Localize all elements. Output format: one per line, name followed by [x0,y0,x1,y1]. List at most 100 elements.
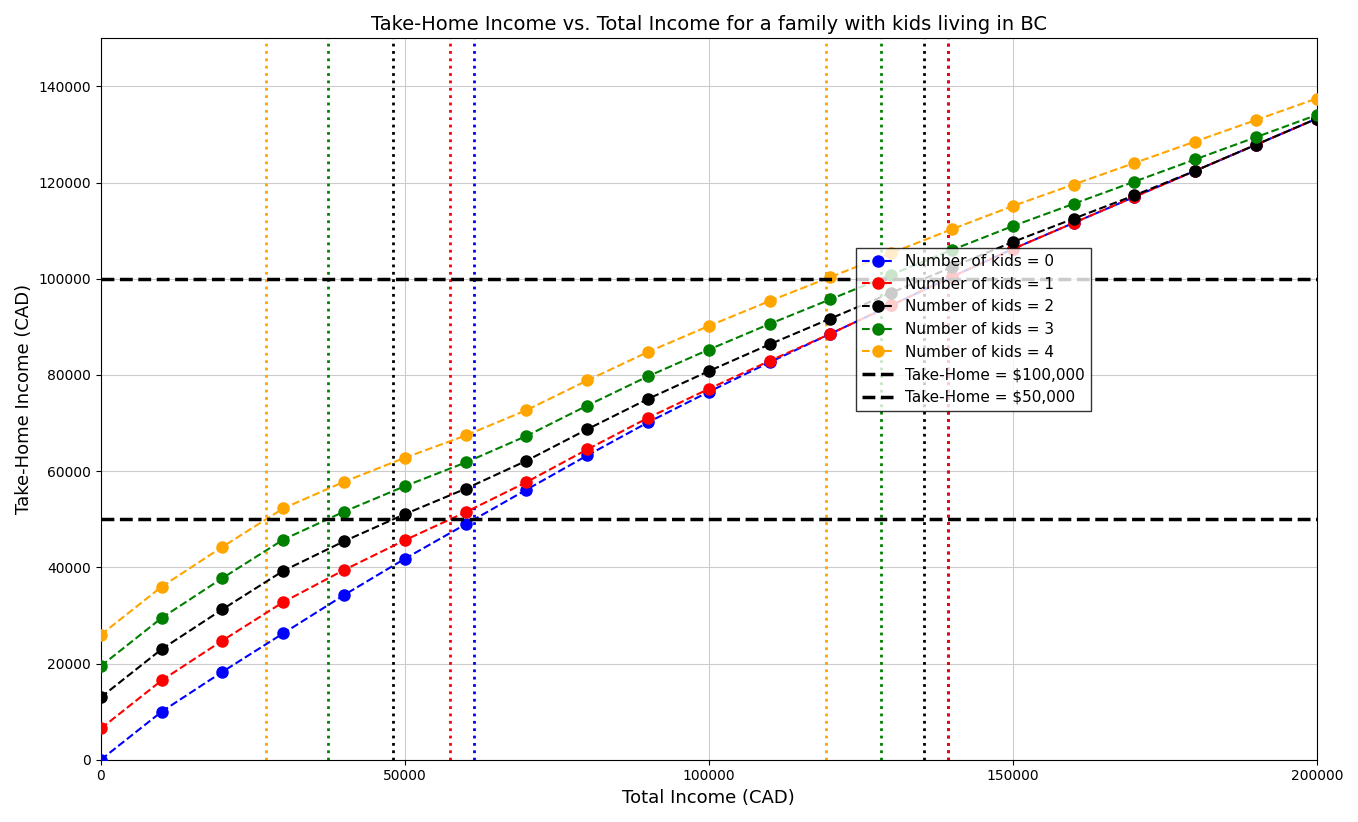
Number of kids = 0 [944,272,960,282]
Number of kids = 1 [1248,140,1264,150]
Number of kids = 3 [1066,199,1082,209]
Number of kids = 4 [153,582,170,592]
Number of kids = 3 [335,506,352,516]
Number of kids = 4 [92,630,109,640]
Number of kids = 3 [397,481,413,491]
Number of kids = 3 [701,344,717,354]
Number of kids = 1 [215,635,231,645]
Number of kids = 1 [1066,218,1082,228]
Number of kids = 3 [153,613,170,623]
Number of kids = 2 [215,604,231,614]
Take-Home = $50,000 [92,515,109,524]
Number of kids = 1 [1126,192,1142,202]
Number of kids = 0 [1248,140,1264,150]
Number of kids = 2 [519,456,535,466]
Number of kids = 0 [579,450,595,460]
Number of kids = 0 [762,358,778,367]
Number of kids = 0 [1066,218,1082,228]
Number of kids = 2 [1309,113,1325,123]
Number of kids = 3 [1248,132,1264,142]
Number of kids = 3 [579,400,595,410]
Number of kids = 3 [944,245,960,255]
Number of kids = 0 [1309,113,1325,123]
Number of kids = 0 [92,755,109,764]
Number of kids = 1 [944,272,960,282]
Number of kids = 4 [822,272,838,282]
Number of kids = 0 [1187,166,1203,176]
Number of kids = 1 [1309,113,1325,123]
Take-Home = $100,000 [92,274,109,284]
Number of kids = 1 [822,329,838,339]
Number of kids = 2 [335,536,352,546]
Number of kids = 2 [397,509,413,519]
Number of kids = 4 [883,248,899,258]
Number of kids = 4 [458,431,474,441]
Number of kids = 1 [458,507,474,517]
Number of kids = 0 [883,300,899,310]
Number of kids = 1 [153,676,170,686]
Number of kids = 2 [92,692,109,702]
Number of kids = 2 [944,262,960,272]
Number of kids = 4 [1309,94,1325,104]
Line: Number of kids = 4: Number of kids = 4 [95,93,1323,640]
Number of kids = 0 [640,418,656,427]
Number of kids = 0 [397,554,413,564]
Number of kids = 2 [579,424,595,434]
Number of kids = 0 [822,329,838,339]
Number of kids = 0 [153,707,170,717]
Number of kids = 1 [92,723,109,733]
Number of kids = 4 [397,453,413,463]
Number of kids = 0 [701,387,717,397]
Number of kids = 0 [458,520,474,529]
Number of kids = 2 [762,339,778,349]
Number of kids = 2 [701,366,717,376]
Number of kids = 4 [640,347,656,357]
Legend: Number of kids = 0, Number of kids = 1, Number of kids = 2, Number of kids = 3, : Number of kids = 0, Number of kids = 1, … [857,248,1090,411]
Number of kids = 3 [276,534,292,544]
Number of kids = 2 [1126,191,1142,201]
Number of kids = 4 [1126,158,1142,168]
Number of kids = 4 [1248,115,1264,125]
Number of kids = 3 [1126,177,1142,187]
Number of kids = 4 [276,503,292,513]
Number of kids = 3 [92,661,109,671]
Take-Home = $50,000 [92,515,109,524]
Number of kids = 2 [458,484,474,494]
Number of kids = 1 [640,413,656,423]
Number of kids = 2 [1187,166,1203,176]
Number of kids = 1 [335,565,352,575]
Number of kids = 2 [1066,214,1082,224]
Number of kids = 4 [579,376,595,386]
Number of kids = 1 [883,300,899,310]
Number of kids = 1 [1187,166,1203,176]
Number of kids = 3 [1309,110,1325,120]
Line: Number of kids = 1: Number of kids = 1 [95,113,1323,734]
Number of kids = 4 [215,542,231,552]
Number of kids = 0 [519,485,535,495]
Line: Number of kids = 0: Number of kids = 0 [95,113,1323,765]
Number of kids = 1 [762,356,778,366]
Line: Number of kids = 3: Number of kids = 3 [95,109,1323,672]
Number of kids = 3 [1005,221,1021,231]
Number of kids = 4 [1066,179,1082,189]
Number of kids = 2 [1248,140,1264,150]
Number of kids = 1 [1005,244,1021,254]
Number of kids = 4 [335,477,352,487]
Number of kids = 4 [701,321,717,331]
Number of kids = 1 [579,445,595,455]
Number of kids = 3 [883,270,899,279]
Number of kids = 4 [519,405,535,415]
Number of kids = 2 [276,566,292,575]
Number of kids = 3 [1187,155,1203,164]
Take-Home = $100,000 [92,274,109,284]
Number of kids = 3 [822,294,838,304]
Number of kids = 3 [519,431,535,441]
Number of kids = 2 [822,314,838,324]
Number of kids = 0 [215,667,231,677]
Title: Take-Home Income vs. Total Income for a family with kids living in BC: Take-Home Income vs. Total Income for a … [371,15,1047,34]
Number of kids = 0 [1126,192,1142,202]
Number of kids = 0 [276,628,292,638]
Number of kids = 1 [276,597,292,607]
Number of kids = 4 [944,224,960,234]
Number of kids = 0 [335,590,352,600]
